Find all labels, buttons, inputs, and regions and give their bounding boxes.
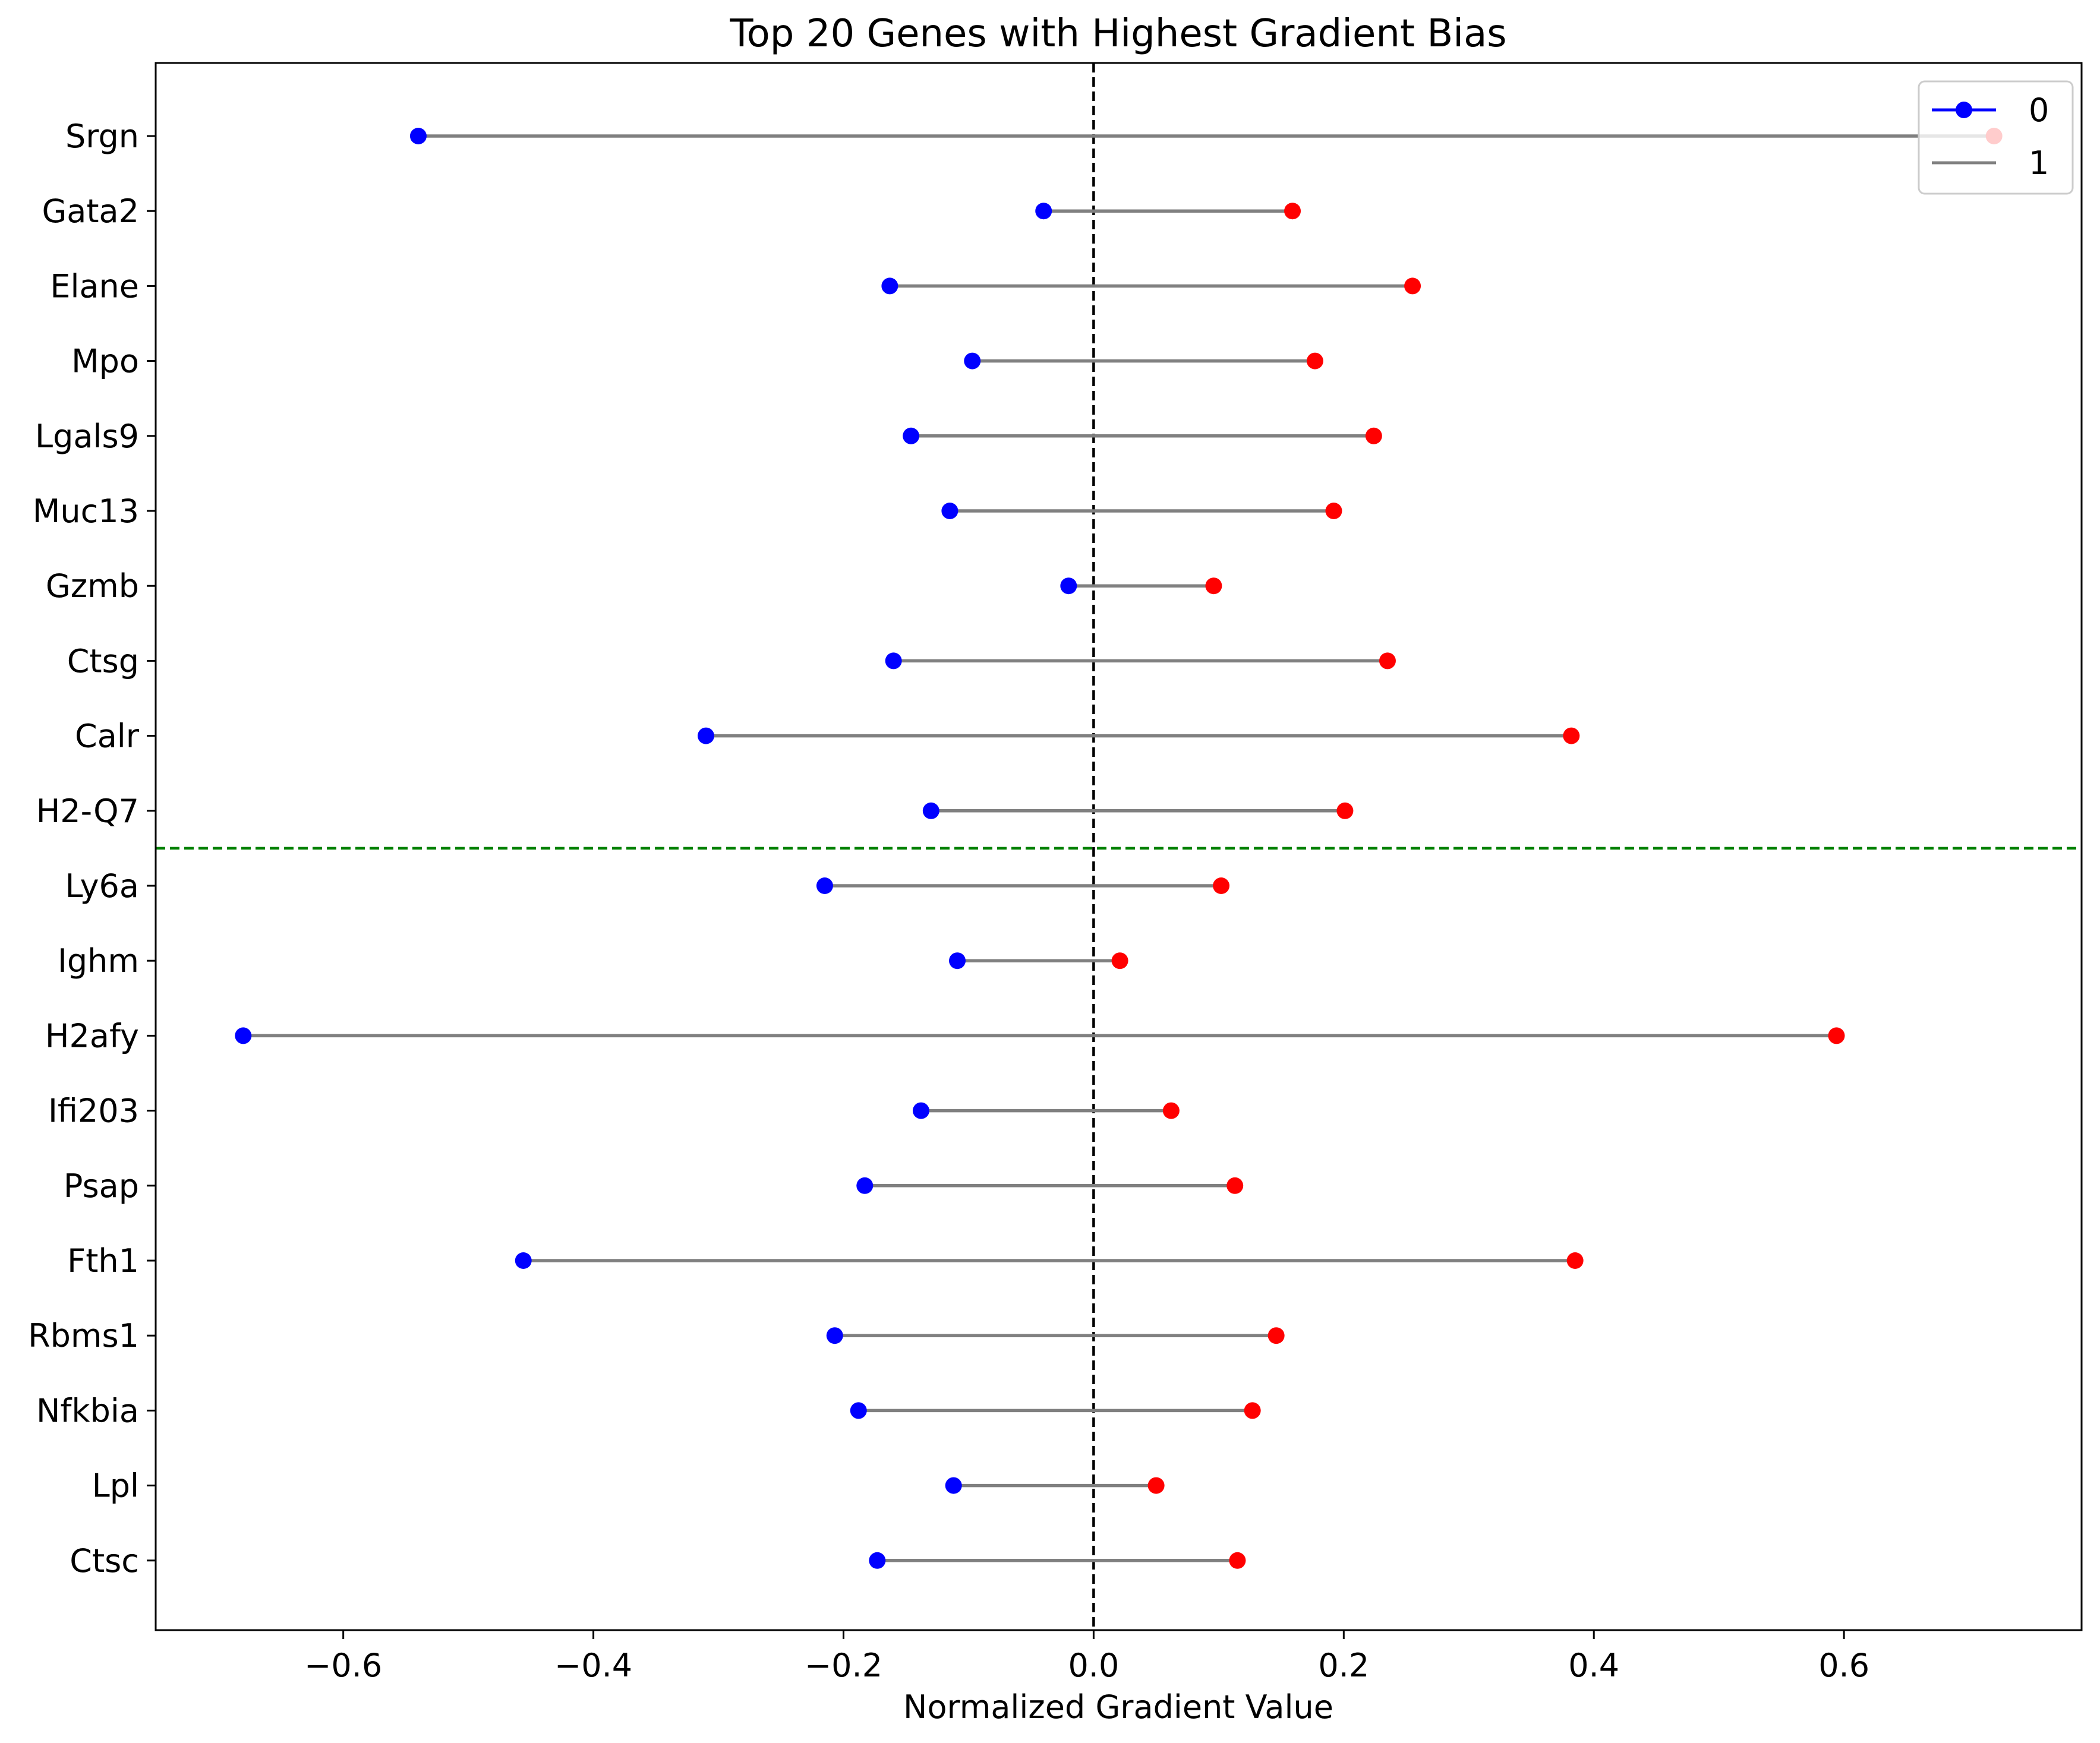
- point-high-nfkbia: [1244, 1402, 1261, 1419]
- y-tick-label-gzmb: Gzmb: [46, 567, 139, 605]
- y-tick-label-mpo: Mpo: [71, 343, 139, 380]
- x-tick-label-6: 0.6: [1818, 1647, 1869, 1684]
- point-high-muc13: [1325, 503, 1342, 519]
- legend-label-1: 1: [2029, 144, 2049, 182]
- plot-area-frame: [154, 62, 2083, 1631]
- y-tick-label-ly6a: Ly6a: [65, 867, 139, 905]
- point-low-lpl: [945, 1477, 962, 1494]
- x-tick-label-0: −0.6: [304, 1647, 382, 1684]
- point-high-h2-q7: [1336, 802, 1354, 819]
- point-low-h2-q7: [922, 802, 939, 819]
- point-low-gata2: [1035, 203, 1052, 220]
- point-high-ighm: [1111, 952, 1128, 970]
- point-high-ly6a: [1213, 877, 1230, 894]
- legend-marker-0: [1956, 102, 1972, 118]
- y-tick-label-rbms1: Rbms1: [28, 1317, 139, 1354]
- y-tick-label-calr: Calr: [75, 718, 140, 755]
- x-tick-label-3: 0.0: [1068, 1647, 1119, 1684]
- point-high-h2afy: [1828, 1027, 1845, 1044]
- x-tick-label-1: −0.4: [554, 1647, 632, 1684]
- point-low-ifi203: [912, 1102, 929, 1119]
- reference-lines: [156, 63, 2082, 1630]
- dumbbell-connectors: [243, 134, 1994, 1562]
- y-tick-label-nfkbia: Nfkbia: [36, 1392, 139, 1429]
- y-tick-label-ctsc: Ctsc: [70, 1542, 139, 1580]
- point-high-fth1: [1566, 1252, 1584, 1269]
- y-axis-ticks: Srgn Gata2 Elane Mpo Lgals9 Muc13 Gzmb Ctsg Calr…: [28, 118, 156, 1580]
- point-low-ctsg: [885, 652, 902, 670]
- x-axis-ticks: −0.6 −0.4 −0.2 0.0 0.2 0.4 0.6: [304, 1630, 1869, 1684]
- y-tick-label-ctsg: Ctsg: [67, 642, 139, 680]
- point-high-rbms1: [1267, 1327, 1285, 1344]
- point-low-gzmb: [1060, 577, 1077, 595]
- point-high-psap: [1226, 1177, 1244, 1194]
- point-low-muc13: [941, 503, 958, 519]
- y-tick-label-lpl: Lpl: [92, 1467, 139, 1505]
- x-tick-label-2: −0.2: [805, 1647, 882, 1684]
- y-tick-label-elane: Elane: [50, 267, 139, 305]
- y-tick-label-gata2: Gata2: [42, 192, 139, 230]
- y-tick-label-ighm: Ighm: [58, 942, 139, 980]
- y-tick-label-fth1: Fth1: [67, 1242, 139, 1280]
- chart-title: Top 20 Genes with Highest Gradient Bias: [729, 12, 1506, 56]
- y-tick-label-h2afy: H2afy: [45, 1017, 139, 1054]
- y-tick-label-lgals9: Lgals9: [35, 418, 139, 455]
- point-low-rbms1: [826, 1327, 843, 1344]
- point-high-lpl: [1147, 1477, 1165, 1494]
- point-low-ctsc: [869, 1552, 886, 1569]
- y-tick-label-srgn: Srgn: [65, 118, 139, 155]
- point-high-elane: [1404, 277, 1421, 295]
- point-low-psap: [856, 1177, 874, 1194]
- point-high-ctsg: [1379, 652, 1396, 670]
- y-tick-label-ifi203: Ifi203: [48, 1092, 139, 1130]
- point-low-calr: [698, 727, 714, 744]
- x-tick-label-4: 0.2: [1318, 1647, 1369, 1684]
- point-low-srgn: [409, 128, 427, 144]
- point-low-nfkbia: [850, 1402, 867, 1419]
- point-low-ighm: [949, 952, 966, 970]
- legend-box: [1918, 80, 2074, 195]
- point-high-mpo: [1306, 352, 1323, 370]
- point-low-lgals9: [903, 427, 920, 444]
- legend: 01: [1918, 80, 2074, 195]
- y-tick-label-muc13: Muc13: [33, 492, 139, 530]
- x-axis-label: Normalized Gradient Value: [903, 1688, 1333, 1726]
- point-low-ly6a: [816, 877, 833, 894]
- point-high-ctsc: [1229, 1552, 1246, 1569]
- legend-label-0: 0: [2029, 91, 2049, 129]
- point-low-mpo: [964, 352, 981, 370]
- y-tick-label-psap: Psap: [64, 1167, 139, 1205]
- point-low-h2afy: [235, 1027, 252, 1044]
- point-high-gata2: [1284, 203, 1301, 220]
- point-low-elane: [881, 277, 898, 295]
- point-high-calr: [1563, 727, 1580, 744]
- x-tick-label-5: 0.4: [1568, 1647, 1619, 1684]
- point-high-lgals9: [1365, 427, 1382, 444]
- y-tick-label-h2-q7: H2-Q7: [36, 792, 139, 830]
- point-high-ifi203: [1162, 1102, 1180, 1119]
- point-low-fth1: [515, 1252, 532, 1269]
- point-high-gzmb: [1205, 577, 1222, 595]
